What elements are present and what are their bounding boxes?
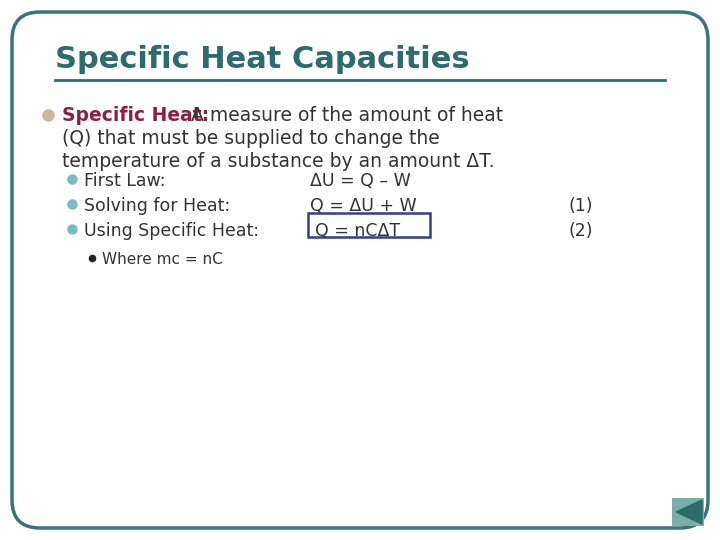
FancyBboxPatch shape: [12, 12, 708, 528]
Text: (Q) that must be supplied to change the: (Q) that must be supplied to change the: [62, 129, 440, 148]
Text: ΔU = Q – W: ΔU = Q – W: [310, 172, 410, 190]
Text: Specific Heat Capacities: Specific Heat Capacities: [55, 45, 469, 74]
Text: Using Specific Heat:: Using Specific Heat:: [84, 222, 259, 240]
Text: Q = ΔU + W: Q = ΔU + W: [310, 197, 417, 215]
Polygon shape: [676, 500, 702, 524]
Text: (1): (1): [568, 197, 593, 215]
Text: Where mc = nC: Where mc = nC: [102, 252, 222, 267]
Text: temperature of a substance by an amount ΔT.: temperature of a substance by an amount …: [62, 152, 495, 171]
Text: A measure of the amount of heat: A measure of the amount of heat: [185, 106, 503, 125]
Text: (2): (2): [568, 222, 593, 240]
FancyBboxPatch shape: [672, 498, 704, 526]
Text: Specific Heat:: Specific Heat:: [62, 106, 209, 125]
Text: Solving for Heat:: Solving for Heat:: [84, 197, 230, 215]
Text: Q = nCΔT: Q = nCΔT: [315, 222, 400, 240]
Text: First Law:: First Law:: [84, 172, 166, 190]
